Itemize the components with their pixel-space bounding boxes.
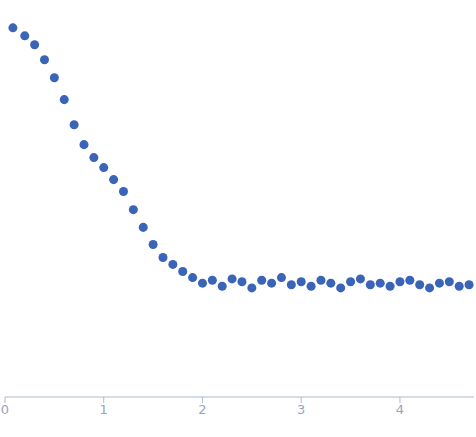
svg-text:0: 0 bbox=[8, 402, 9, 417]
svg-text:2: 2 bbox=[198, 402, 206, 417]
svg-text:1: 1 bbox=[100, 402, 108, 417]
svg-text:3: 3 bbox=[297, 402, 305, 417]
svg-text:4: 4 bbox=[396, 402, 404, 417]
